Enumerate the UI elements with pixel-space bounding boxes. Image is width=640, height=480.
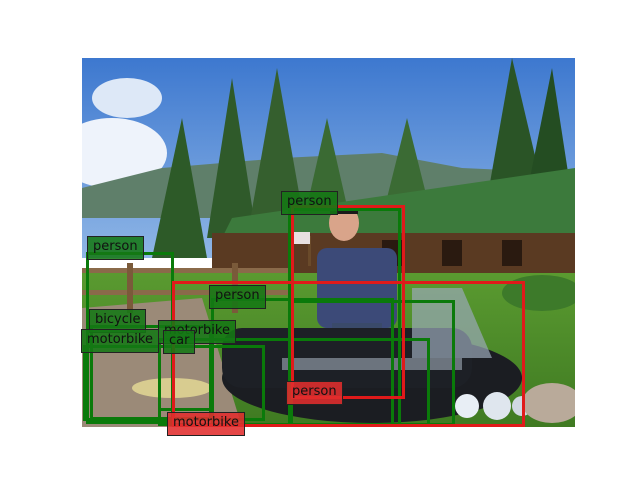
scene-photo: [82, 58, 575, 427]
